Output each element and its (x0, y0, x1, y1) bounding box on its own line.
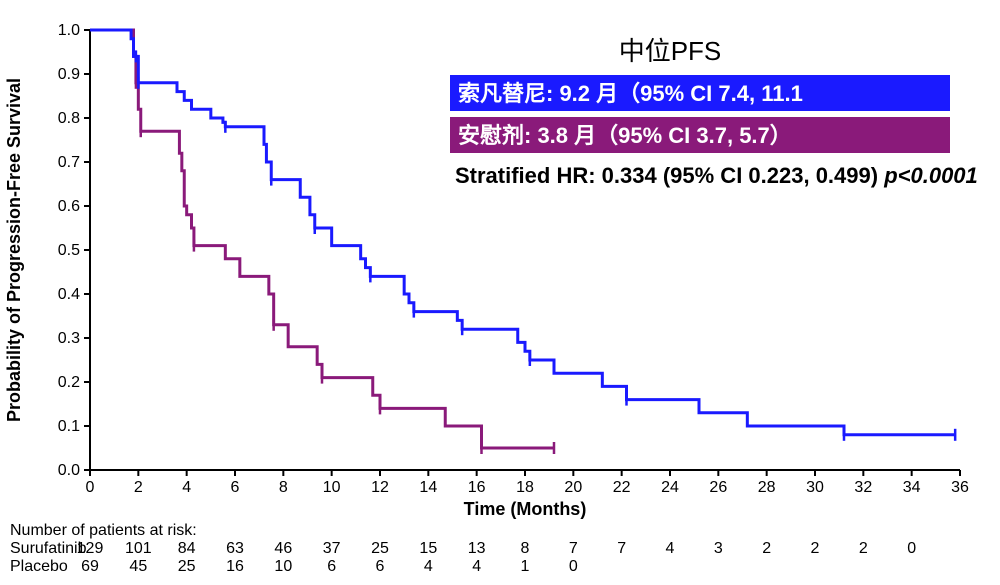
at-risk-value: 15 (419, 540, 437, 557)
at-risk-value: 84 (178, 540, 196, 557)
y-tick-label: 0.1 (58, 418, 80, 435)
at-risk-value: 4 (424, 558, 433, 575)
at-risk-value: 13 (468, 540, 486, 557)
at-risk-value: 37 (323, 540, 341, 557)
at-risk-value: 63 (226, 540, 244, 557)
at-risk-value: 2 (859, 540, 868, 557)
y-tick-label: 0.3 (58, 330, 80, 347)
x-tick-label: 34 (903, 479, 921, 496)
at-risk-value: 46 (274, 540, 292, 557)
x-tick-label: 0 (86, 479, 95, 496)
at-risk-value: 4 (666, 540, 675, 557)
y-axis-label: Probability of Progression-Free Survival (4, 78, 24, 422)
at-risk-value: 3 (714, 540, 723, 557)
at-risk-value: 8 (521, 540, 530, 557)
x-tick-label: 4 (182, 479, 191, 496)
x-tick-label: 30 (806, 479, 824, 496)
at-risk-value: 6 (327, 558, 336, 575)
at-risk-header: Number of patients at risk: (10, 522, 197, 539)
y-tick-label: 0.6 (58, 198, 80, 215)
x-tick-label: 10 (323, 479, 341, 496)
y-tick-label: 0.5 (58, 242, 80, 259)
at-risk-value: 2 (811, 540, 820, 557)
chart-title: 中位PFS (619, 36, 722, 66)
at-risk-row-label: Placebo (10, 558, 68, 575)
y-tick-label: 0.7 (58, 154, 80, 171)
x-tick-label: 6 (231, 479, 240, 496)
x-tick-label: 22 (613, 479, 631, 496)
at-risk-value: 0 (907, 540, 916, 557)
x-tick-label: 36 (951, 479, 969, 496)
at-risk-value: 25 (178, 558, 196, 575)
y-tick-label: 0.4 (58, 286, 80, 303)
x-tick-label: 12 (371, 479, 389, 496)
legend-text-placebo: 安慰剂: 3.8 月（95% CI 3.7, 5.7） (458, 123, 792, 148)
at-risk-value: 4 (472, 558, 481, 575)
x-tick-label: 32 (854, 479, 872, 496)
x-tick-label: 24 (661, 479, 679, 496)
x-tick-label: 14 (419, 479, 437, 496)
at-risk-value: 1 (521, 558, 530, 575)
stratified-hr-text: Stratified HR: 0.334 (95% CI 0.223, 0.49… (455, 163, 978, 188)
y-tick-label: 0.0 (58, 462, 80, 479)
at-risk-value: 16 (226, 558, 244, 575)
at-risk-value: 129 (77, 540, 104, 557)
y-tick-label: 0.9 (58, 66, 80, 83)
km-survival-chart: 0.00.10.20.30.40.50.60.70.80.91.00246810… (0, 0, 1000, 585)
at-risk-value: 7 (569, 540, 578, 557)
y-tick-label: 1.0 (58, 22, 80, 39)
at-risk-value: 10 (274, 558, 292, 575)
at-risk-row-label: Surufatinib (10, 540, 87, 557)
at-risk-value: 2 (762, 540, 771, 557)
y-tick-label: 0.8 (58, 110, 80, 127)
at-risk-value: 0 (569, 558, 578, 575)
x-tick-label: 8 (279, 479, 288, 496)
x-tick-label: 28 (758, 479, 776, 496)
x-tick-label: 26 (709, 479, 727, 496)
x-tick-label: 16 (468, 479, 486, 496)
x-tick-label: 18 (516, 479, 534, 496)
at-risk-value: 25 (371, 540, 389, 557)
at-risk-value: 45 (129, 558, 147, 575)
x-tick-label: 2 (134, 479, 143, 496)
x-tick-label: 20 (564, 479, 582, 496)
at-risk-value: 6 (376, 558, 385, 575)
at-risk-value: 7 (617, 540, 626, 557)
y-tick-label: 0.2 (58, 374, 80, 391)
at-risk-value: 101 (125, 540, 152, 557)
x-axis-label: Time (Months) (464, 499, 587, 519)
at-risk-value: 69 (81, 558, 99, 575)
legend-text-surufatinib: 索凡替尼: 9.2 月（95% CI 7.4, 11.1 (458, 81, 803, 106)
